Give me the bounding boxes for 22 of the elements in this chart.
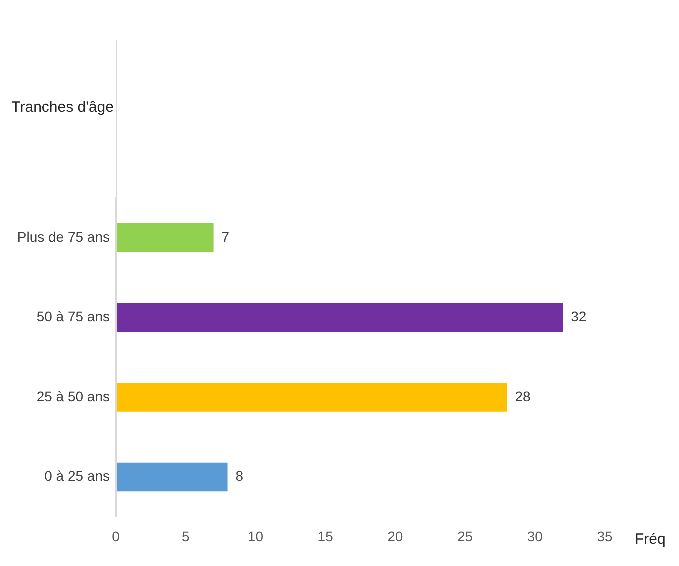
x-axis-title: Fréq xyxy=(635,531,666,548)
x-tick-label: 10 xyxy=(248,528,264,544)
bar xyxy=(116,383,508,412)
x-tick-label: 30 xyxy=(527,528,544,544)
y-tick-label: Plus de 75 ans xyxy=(17,228,110,245)
data-label: 32 xyxy=(571,308,587,325)
bar xyxy=(116,303,564,332)
data-label: 7 xyxy=(222,228,230,245)
bar xyxy=(116,462,228,492)
y-tick-label: 50 à 75 ans xyxy=(36,308,110,325)
bar xyxy=(116,224,214,252)
data-label: 8 xyxy=(236,468,244,484)
x-tick-label: 25 xyxy=(457,528,474,544)
y-tick-label: 0 à 25 ans xyxy=(44,468,110,484)
x-tick-label: 20 xyxy=(388,528,404,544)
x-tick-label: 0 xyxy=(112,528,120,544)
x-tick-label: 5 xyxy=(182,528,190,544)
data-label: 28 xyxy=(515,388,531,404)
x-tick-label: 35 xyxy=(597,528,613,544)
text: Tranches d'âge xyxy=(12,99,114,116)
x-tick-label: 15 xyxy=(318,528,334,544)
y-tick-label: 25 à 50 ans xyxy=(36,388,110,404)
